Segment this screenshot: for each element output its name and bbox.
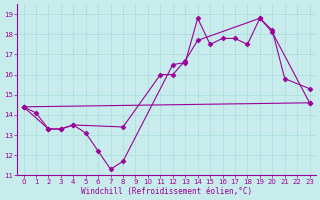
X-axis label: Windchill (Refroidissement éolien,°C): Windchill (Refroidissement éolien,°C): [81, 187, 252, 196]
